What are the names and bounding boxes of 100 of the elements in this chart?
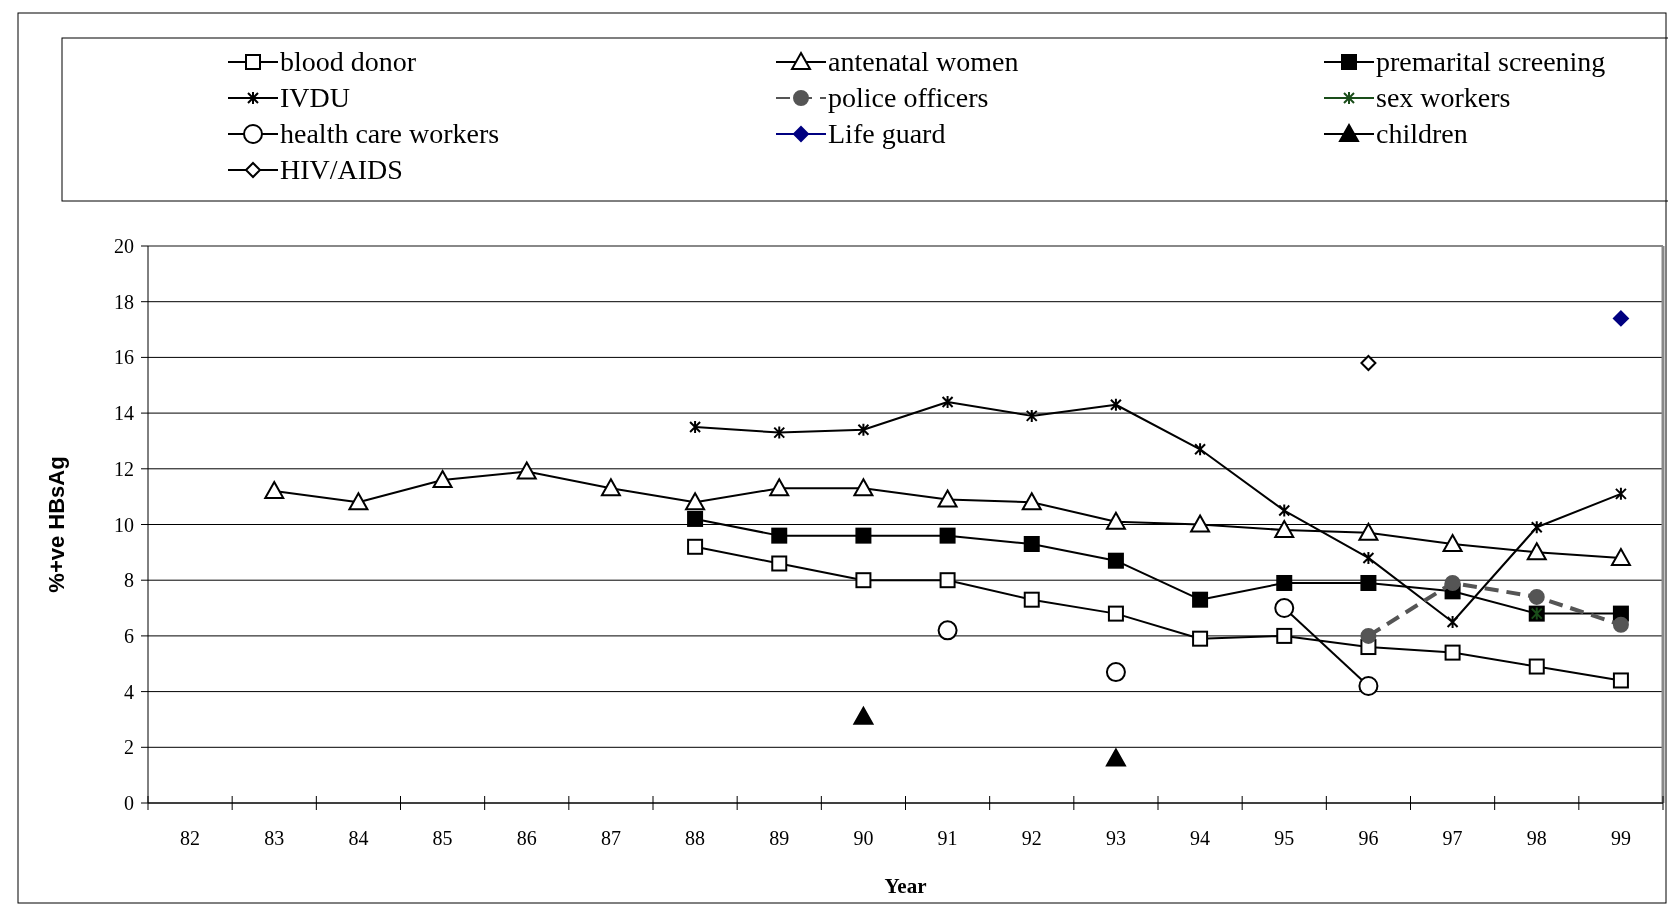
x-tick-label: 90 xyxy=(853,827,874,849)
point xyxy=(687,538,704,555)
x-tick-label: 86 xyxy=(516,827,537,849)
legend-label: health care workers xyxy=(280,118,500,149)
point xyxy=(1021,492,1042,511)
point xyxy=(1362,550,1375,565)
point xyxy=(1442,533,1463,552)
point xyxy=(1276,574,1293,591)
point xyxy=(1276,627,1293,644)
y-tick-label: 10 xyxy=(114,513,134,536)
y-tick-label: 0 xyxy=(124,792,134,814)
x-tick-label: 99 xyxy=(1610,827,1631,849)
point xyxy=(1109,397,1122,412)
point xyxy=(1444,644,1461,661)
point xyxy=(855,572,872,589)
x-tick-label: 88 xyxy=(685,827,706,849)
point xyxy=(1610,547,1631,566)
point xyxy=(1360,627,1377,644)
point xyxy=(1107,605,1124,622)
y-tick-label: 4 xyxy=(124,680,134,703)
point xyxy=(771,527,788,544)
point xyxy=(1528,658,1545,675)
legend-label: blood donor xyxy=(280,46,417,77)
point xyxy=(432,469,453,488)
point xyxy=(941,394,954,409)
point xyxy=(1446,614,1459,629)
legend-label: police officers xyxy=(828,82,989,113)
x-tick-label: 93 xyxy=(1105,827,1126,849)
point xyxy=(1190,514,1211,533)
point xyxy=(1614,486,1627,501)
point xyxy=(689,420,702,435)
x-tick-label: 85 xyxy=(432,827,453,849)
point xyxy=(1192,630,1209,647)
y-tick-label: 16 xyxy=(114,346,134,369)
point xyxy=(771,555,788,572)
x-tick-label: 96 xyxy=(1358,827,1379,849)
point xyxy=(937,620,958,641)
point xyxy=(1023,591,1040,608)
point xyxy=(939,527,956,544)
y-tick-label: 14 xyxy=(114,402,134,425)
y-tick-label: 8 xyxy=(124,569,134,592)
legend-label: Life guard xyxy=(828,118,946,149)
x-tick-label: 98 xyxy=(1526,827,1547,849)
x-tick-label: 89 xyxy=(769,827,790,849)
point xyxy=(1025,408,1038,423)
y-tick-label: 6 xyxy=(124,624,134,647)
point xyxy=(773,425,786,440)
x-tick-label: 92 xyxy=(1021,827,1042,849)
point xyxy=(1612,616,1629,633)
point xyxy=(857,422,870,437)
point xyxy=(1360,574,1377,591)
point xyxy=(1526,542,1547,561)
point xyxy=(1278,503,1291,518)
point xyxy=(685,492,706,511)
point xyxy=(687,510,704,527)
point xyxy=(853,478,874,497)
x-tick-label: 94 xyxy=(1190,827,1211,849)
point xyxy=(853,706,874,725)
legend-label: HIV/AIDS xyxy=(280,154,403,185)
point xyxy=(1105,748,1126,767)
y-tick-label: 12 xyxy=(114,457,134,480)
x-tick-label: 95 xyxy=(1274,827,1295,849)
x-tick-label: 87 xyxy=(600,827,621,849)
point xyxy=(1105,662,1126,683)
x-tick-label: 91 xyxy=(937,827,958,849)
point xyxy=(1444,574,1461,591)
legend-label: IVDU xyxy=(280,82,350,113)
point xyxy=(1612,310,1629,327)
point xyxy=(1528,588,1545,605)
legend-label: antenatal women xyxy=(828,46,1019,77)
point xyxy=(600,478,621,497)
point xyxy=(1105,511,1126,530)
point xyxy=(1358,676,1379,697)
y-tick-label: 18 xyxy=(114,290,134,313)
point xyxy=(937,489,958,508)
point xyxy=(264,481,285,500)
point xyxy=(348,492,369,511)
point xyxy=(1192,591,1209,608)
y-tick-label: 2 xyxy=(124,736,134,759)
x-tick-label: 97 xyxy=(1442,827,1463,849)
point xyxy=(769,478,790,497)
x-axis-title: Year xyxy=(884,874,927,898)
y-tick-label: 20 xyxy=(114,235,134,257)
point xyxy=(939,572,956,589)
point xyxy=(516,461,537,480)
point xyxy=(1194,442,1207,457)
point xyxy=(1274,598,1295,619)
point xyxy=(1274,520,1295,539)
point xyxy=(855,527,872,544)
y-axis-title: %+ve HBsAg xyxy=(44,456,69,593)
x-tick-label: 84 xyxy=(348,827,369,849)
point xyxy=(1530,520,1543,535)
x-tick-label: 83 xyxy=(264,827,285,849)
legend-label: children xyxy=(1376,118,1468,149)
legend-label: premarital screening xyxy=(1376,46,1606,77)
point xyxy=(1107,552,1124,569)
point xyxy=(1612,672,1629,689)
legend-label: sex workers xyxy=(1376,82,1511,113)
x-tick-label: 82 xyxy=(180,827,201,849)
point xyxy=(1023,536,1040,552)
